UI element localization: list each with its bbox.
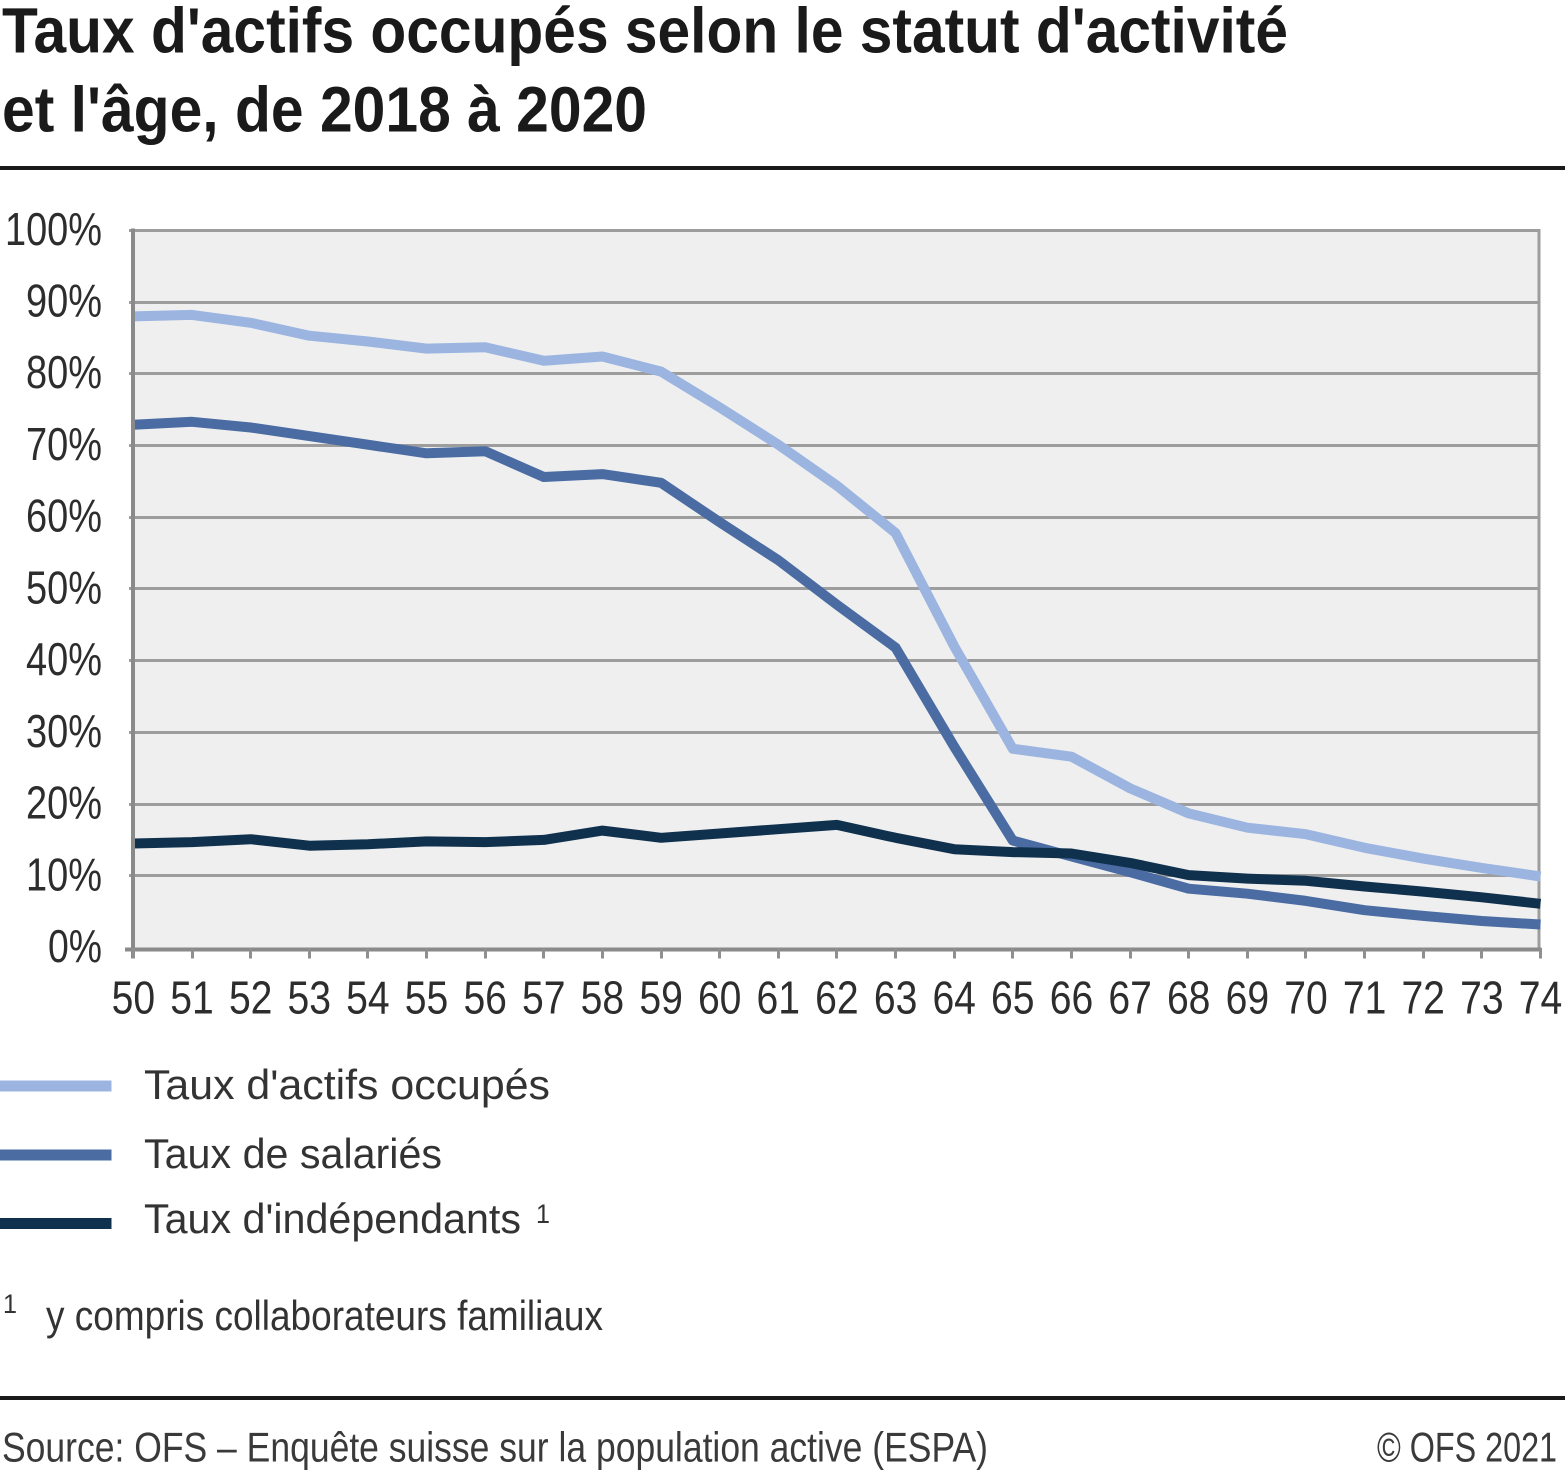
svg-text:Taux d'actifs occupés: Taux d'actifs occupés xyxy=(144,1061,550,1108)
svg-text:62: 62 xyxy=(815,972,859,1024)
svg-text:66: 66 xyxy=(1050,972,1094,1024)
svg-text:57: 57 xyxy=(522,972,566,1024)
svg-text:74: 74 xyxy=(1519,972,1563,1024)
svg-text:63: 63 xyxy=(874,972,918,1024)
svg-text:61: 61 xyxy=(757,972,801,1024)
svg-text:Taux d'actifs occupés selon le: Taux d'actifs occupés selon le statut d'… xyxy=(2,0,1288,67)
svg-text:Taux d'indépendants: Taux d'indépendants xyxy=(144,1195,521,1242)
svg-text:67: 67 xyxy=(1108,972,1152,1024)
svg-text:50: 50 xyxy=(112,972,156,1024)
svg-text:71: 71 xyxy=(1343,972,1387,1024)
svg-text:10%: 10% xyxy=(26,848,102,900)
svg-text:56: 56 xyxy=(463,972,507,1024)
svg-text:68: 68 xyxy=(1167,972,1211,1024)
svg-text:y compris collaborateurs famil: y compris collaborateurs familiaux xyxy=(46,1292,603,1339)
svg-text:54: 54 xyxy=(346,972,390,1024)
svg-text:50%: 50% xyxy=(26,561,102,613)
svg-text:20%: 20% xyxy=(26,777,102,829)
svg-text:100%: 100% xyxy=(5,203,102,255)
svg-text:72: 72 xyxy=(1401,972,1445,1024)
svg-text:70%: 70% xyxy=(26,418,102,470)
svg-text:65: 65 xyxy=(991,972,1035,1024)
svg-text:59: 59 xyxy=(639,972,683,1024)
svg-text:53: 53 xyxy=(288,972,332,1024)
svg-text:70: 70 xyxy=(1284,972,1328,1024)
svg-text:52: 52 xyxy=(229,972,273,1024)
svg-text:90%: 90% xyxy=(26,275,102,327)
svg-text:et l'âge, de 2018 à 2020: et l'âge, de 2018 à 2020 xyxy=(2,74,647,146)
svg-text:80%: 80% xyxy=(26,346,102,398)
svg-text:55: 55 xyxy=(405,972,449,1024)
svg-text:30%: 30% xyxy=(26,705,102,757)
svg-text:51: 51 xyxy=(170,972,214,1024)
svg-text:1: 1 xyxy=(536,1199,550,1229)
svg-text:0%: 0% xyxy=(48,920,102,972)
svg-text:60: 60 xyxy=(698,972,742,1024)
svg-text:Taux de salariés: Taux de salariés xyxy=(144,1130,442,1177)
svg-text:58: 58 xyxy=(581,972,625,1024)
svg-text:© OFS 2021: © OFS 2021 xyxy=(1377,1424,1557,1471)
svg-text:Source: OFS – Enquête suisse s: Source: OFS – Enquête suisse sur la popu… xyxy=(2,1424,988,1471)
svg-text:1: 1 xyxy=(3,1289,17,1319)
svg-text:60%: 60% xyxy=(26,490,102,542)
svg-text:69: 69 xyxy=(1226,972,1270,1024)
svg-text:73: 73 xyxy=(1460,972,1504,1024)
svg-text:64: 64 xyxy=(932,972,976,1024)
svg-text:40%: 40% xyxy=(26,633,102,685)
